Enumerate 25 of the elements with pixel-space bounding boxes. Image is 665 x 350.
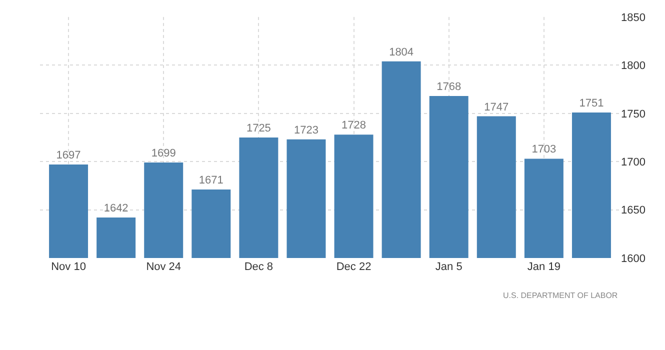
data-label: 1804 [389,46,414,58]
data-label: 1723 [294,124,318,136]
y-tick-label: 1750 [621,108,646,120]
x-tick-label: Nov 10 [51,261,86,273]
data-label: 1728 [342,120,366,132]
y-tick-label: 1850 [621,12,646,24]
y-tick-label: 1600 [621,252,646,265]
y-tick-label: 1700 [621,156,646,168]
x-tick-label: Jan 5 [435,261,462,273]
data-label: 1768 [436,81,462,94]
data-label: 1697 [56,149,81,162]
data-label: 1751 [579,97,604,110]
x-tick-label: Dec 22 [336,261,372,273]
y-tick-label: 1800 [621,60,646,72]
data-label: 1699 [151,148,176,160]
x-tick-label: Dec 8 [244,261,274,273]
x-tick-label: Jan 19 [527,261,560,273]
x-tick-label: Nov 24 [146,261,182,273]
data-label: 1703 [532,144,556,156]
data-label: 1671 [198,174,224,187]
data-label: 1747 [484,101,509,114]
data-label: 1725 [246,122,271,134]
text: U.S. DEPARTMENT OF LABOR [503,291,618,300]
data-label: 1642 [104,202,128,215]
y-tick-label: 1650 [621,204,646,217]
